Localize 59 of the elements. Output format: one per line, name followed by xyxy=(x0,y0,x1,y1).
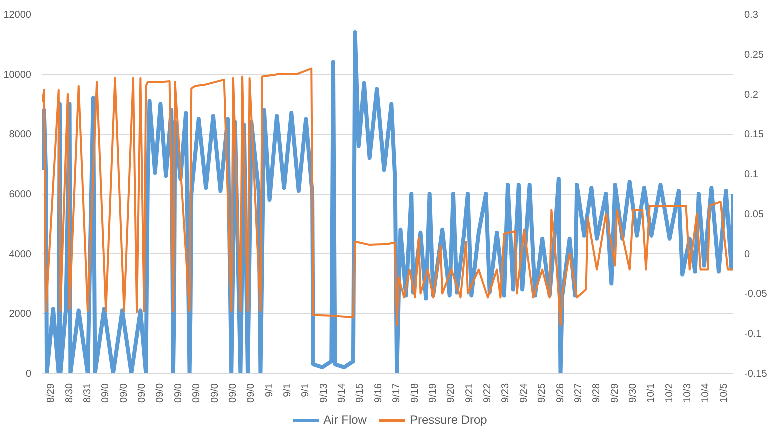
x-tick-label: 09/0 xyxy=(155,383,166,403)
x-tick-label: 9/13 xyxy=(318,383,330,403)
legend-item: Air Flow xyxy=(292,412,367,430)
x-tick-label: 9/26 xyxy=(555,383,566,403)
y2-tick-label: 0.05 xyxy=(744,209,764,220)
x-tick-label: 09/0 xyxy=(118,383,130,403)
x-tick-label: 9/24 xyxy=(518,383,530,403)
y-tick-label: 12000 xyxy=(4,10,32,21)
y-tick-label: 10000 xyxy=(4,70,32,81)
x-tick-label: 09/0 xyxy=(246,383,258,403)
x-tick-label: 10/4 xyxy=(700,383,712,403)
x-tick-label: 9/18 xyxy=(410,383,421,403)
x-tick-label: 8/29 xyxy=(46,383,58,403)
x-tick-label: 9/15 xyxy=(355,383,366,403)
x-tick-label: 8/30 xyxy=(64,383,76,403)
x-tick-label: 9/23 xyxy=(500,383,512,403)
y2-tick-label: 0.1 xyxy=(744,170,759,181)
y-tick-label: 0 xyxy=(26,369,32,380)
x-tick-label: 9/20 xyxy=(446,383,458,403)
y2-tick-label: -0.1 xyxy=(744,329,762,340)
x-tick-label: 10/3 xyxy=(682,383,694,403)
x-tick-label: 8/31 xyxy=(82,383,94,403)
x-tick-label: 09/0 xyxy=(137,383,148,403)
x-tick-label: 9/21 xyxy=(464,383,476,403)
x-tick-label: 9/17 xyxy=(392,383,403,403)
x-tick-label: 09/0 xyxy=(192,383,203,403)
y2-tick-label: 0.25 xyxy=(744,50,764,61)
legend-label: Air Flow xyxy=(324,412,367,429)
x-tick-label: 9/25 xyxy=(537,383,548,403)
y2-tick-label: 0 xyxy=(744,249,750,260)
x-tick-label: 09/0 xyxy=(173,383,184,403)
y-tick-label: 8000 xyxy=(9,130,32,141)
y2-tick-label: -0.15 xyxy=(744,369,768,380)
x-tick-label: 9/28 xyxy=(592,383,603,403)
x-tick-label: 9/22 xyxy=(482,383,494,403)
y2-tick-label: -0.05 xyxy=(744,289,768,300)
y2-tick-label: 0.2 xyxy=(744,90,759,101)
x-tick-label: 10/2 xyxy=(664,383,676,403)
y2-tick-label: 0.15 xyxy=(744,130,764,141)
x-tick-label: 9/27 xyxy=(573,383,584,403)
x-tick-label: 9/1 xyxy=(300,383,312,398)
y-tick-label: 2000 xyxy=(9,309,32,320)
x-tick-label: 10/1 xyxy=(646,383,658,403)
x-tick-label: 9/29 xyxy=(610,383,621,403)
legend-item: Pressure Drop xyxy=(378,412,488,430)
x-tick-label: 09/0 xyxy=(100,383,112,403)
x-tick-label: 9/19 xyxy=(428,383,439,403)
y2-tick-label: 0.3 xyxy=(744,10,759,21)
x-tick-label: 09/0 xyxy=(228,383,239,403)
x-tick-label: 09/0 xyxy=(210,383,221,403)
x-tick-label: 9/16 xyxy=(373,383,384,403)
x-tick-label: 9/1 xyxy=(282,383,294,398)
x-tick-label: 9/30 xyxy=(628,383,639,403)
x-tick-label: 9/1 xyxy=(264,383,276,398)
x-tick-label: 9/14 xyxy=(337,383,348,403)
y-tick-label: 4000 xyxy=(9,249,32,260)
x-tick-label: 10/5 xyxy=(718,383,730,403)
y-tick-label: 6000 xyxy=(9,190,32,200)
legend-label: Pressure Drop xyxy=(410,412,488,429)
